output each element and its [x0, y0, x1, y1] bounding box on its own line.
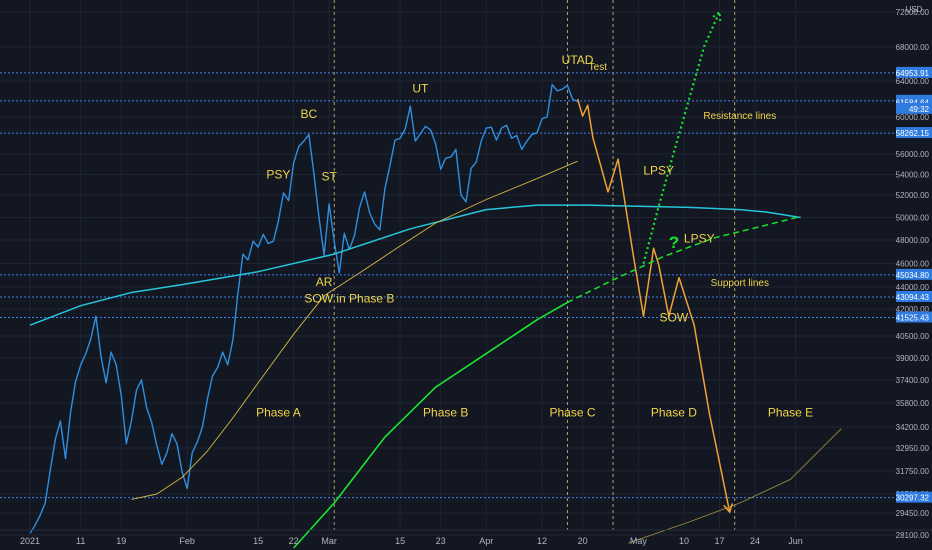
- y-tick-label: 32950.00: [896, 444, 930, 453]
- x-tick-label: 10: [679, 536, 689, 546]
- x-tick-label: 2021: [20, 536, 40, 546]
- price-badge-label: 45034.80: [896, 271, 930, 280]
- phase-boundaries: [333, 0, 736, 530]
- x-tick-label: 20: [578, 536, 588, 546]
- x-tick-label: 15: [253, 536, 263, 546]
- price-badge: [896, 66, 932, 78]
- x-tick-label: 17: [715, 536, 725, 546]
- price-badge: [896, 311, 932, 323]
- price-badge-label: 64953.91: [896, 69, 930, 78]
- currency-label: USD: [906, 5, 923, 14]
- annotation: ST: [321, 170, 337, 184]
- y-tick-label: 50000.00: [896, 214, 930, 223]
- arrow-head: [723, 503, 734, 514]
- grid: [0, 0, 896, 536]
- series-line: [29, 83, 578, 534]
- horizontal-levels: [0, 72, 896, 499]
- annotation: Support lines: [711, 278, 769, 289]
- series-line: [131, 160, 578, 500]
- y-tick-label: 29450.00: [896, 509, 930, 518]
- annotation: BC: [301, 107, 318, 121]
- price-badge: [896, 127, 932, 139]
- annotation: Resistance lines: [703, 111, 776, 122]
- annotation: ?: [669, 233, 679, 252]
- arrow-head: [711, 10, 722, 22]
- y-tick-label: 46000.00: [896, 260, 930, 269]
- y-tick-label: 39000.00: [896, 354, 930, 363]
- x-tick-label: Jun: [788, 536, 803, 546]
- annotation: Phase A: [256, 406, 301, 420]
- annotation: SOW in Phase B: [304, 291, 394, 305]
- x-tick-label: 19: [116, 536, 126, 546]
- annotation: Phase C: [549, 406, 595, 420]
- x-tick-label: 12: [537, 536, 547, 546]
- y-tick-label: 54000.00: [896, 171, 930, 180]
- x-tick-label: 22: [289, 536, 299, 546]
- series-line: [567, 215, 801, 304]
- y-tick-label: 34200.00: [896, 423, 930, 432]
- y-tick-label: 35800.00: [896, 399, 930, 408]
- annotation: Phase E: [768, 406, 813, 420]
- annotation: AR: [316, 275, 333, 289]
- price-badge-label: 58262.15: [896, 129, 930, 138]
- price-badge-label: 30297.32: [896, 494, 930, 503]
- price-badges: 64953.9161796.1661584.6449:3258262.15450…: [896, 66, 932, 503]
- price-badge: [896, 96, 932, 108]
- price-badge-label: 43094.43: [896, 293, 930, 302]
- annotation: Phase B: [423, 406, 468, 420]
- y-tick-label: 64000.00: [896, 77, 930, 86]
- annotation: Test: [589, 62, 608, 73]
- x-tick-label: May: [630, 536, 648, 546]
- annotation: PSY: [266, 168, 290, 182]
- y-tick-label: 52000.00: [896, 191, 930, 200]
- annotation: UTAD: [562, 53, 594, 67]
- y-tick-label: 42000.00: [896, 305, 930, 314]
- y-tick-label: 37400.00: [896, 376, 930, 385]
- annotation: LPSY: [684, 231, 715, 245]
- price-badge: [896, 290, 932, 302]
- annotation: UT: [412, 82, 429, 96]
- series-line: [293, 301, 568, 549]
- x-tick-label: 24: [750, 536, 760, 546]
- y-tick-label: 40500.00: [896, 332, 930, 341]
- price-badge: [896, 102, 932, 114]
- x-tick-label: 15: [395, 536, 405, 546]
- y-tick-label: 48000.00: [896, 236, 930, 245]
- time-axis: 2021 11 19 Feb 15 22 Mar 15 23 Apr 12 20 May 10 17 24 Ju…: [0, 529, 932, 546]
- price-badge: [896, 491, 932, 503]
- y-tick-label: 44000.00: [896, 283, 930, 292]
- annotation: LPSY: [643, 164, 674, 178]
- y-tick-label: 28100.00: [896, 531, 930, 540]
- x-tick-label: Feb: [179, 536, 195, 546]
- x-tick-label: Mar: [321, 536, 337, 546]
- x-tick-label: Apr: [479, 536, 493, 546]
- y-tick-label: 60000.00: [896, 113, 930, 122]
- series-line: [628, 428, 842, 544]
- series-line: [29, 204, 801, 326]
- arrow-heads: [711, 10, 734, 514]
- series-line: [576, 98, 731, 513]
- price-badge-label: 41525.43: [896, 314, 930, 323]
- x-tick-label: 23: [436, 536, 446, 546]
- y-tick-label: 68000.00: [896, 43, 930, 52]
- y-tick-label: 31750.00: [896, 467, 930, 476]
- y-tick-label: 56000.00: [896, 150, 930, 159]
- price-badge-label: 49:32: [909, 105, 930, 114]
- annotation: Phase D: [651, 406, 697, 420]
- series-lines: [29, 11, 842, 549]
- annotation: SOW: [660, 311, 689, 325]
- price-badge: [896, 268, 932, 280]
- x-tick-label: 11: [76, 536, 85, 546]
- series-line: [642, 11, 721, 264]
- y-tick-label: 72000.00: [896, 8, 930, 17]
